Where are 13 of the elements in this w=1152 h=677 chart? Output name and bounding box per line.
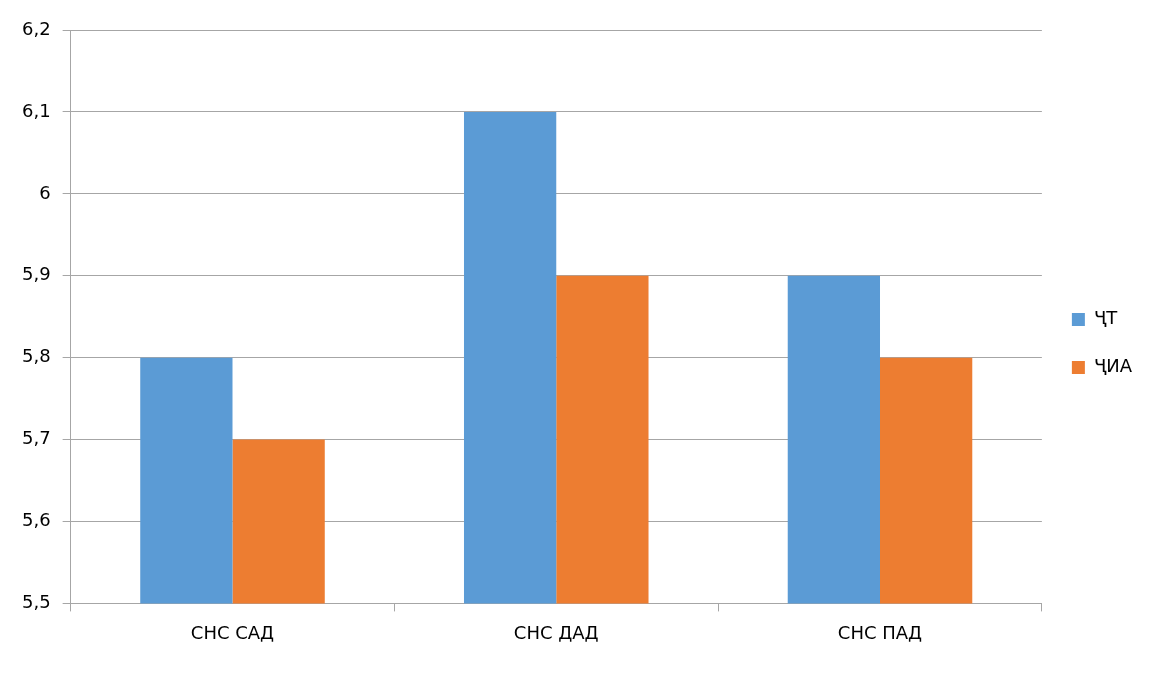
y-tick-label: 5,8 bbox=[21, 345, 51, 367]
y-tick-label: 5,5 bbox=[21, 591, 51, 613]
x-tick-label: СНС САД bbox=[190, 621, 275, 643]
y-tick-label: 6,1 bbox=[21, 99, 51, 121]
y-tick-label: 6 bbox=[39, 181, 51, 203]
y-tick-label: 5,6 bbox=[21, 509, 51, 531]
x-tick-label: СНС ДАД bbox=[513, 621, 599, 643]
legend-label: ҶИА bbox=[1093, 355, 1133, 377]
legend-label: ҶТ bbox=[1093, 307, 1119, 329]
x-tick-label: СНС ПАД bbox=[837, 621, 923, 643]
y-tick-label: 5,7 bbox=[21, 427, 51, 449]
y-tick-label: 6,2 bbox=[21, 17, 51, 39]
y-tick-label: 5,9 bbox=[21, 263, 51, 285]
